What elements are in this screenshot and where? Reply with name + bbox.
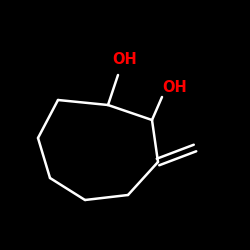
Text: OH: OH xyxy=(162,80,188,96)
Text: OH: OH xyxy=(112,52,138,68)
